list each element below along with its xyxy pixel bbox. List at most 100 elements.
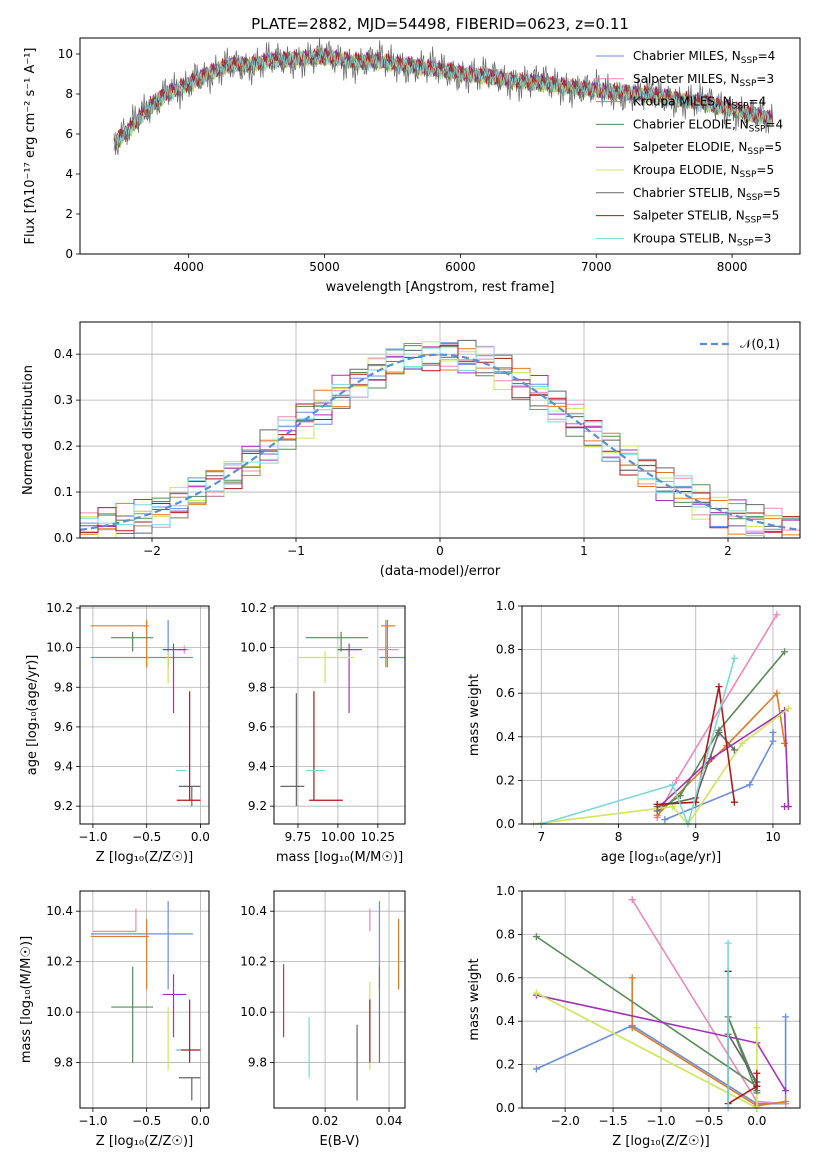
weight-vs-age-marker-0-3 bbox=[769, 728, 777, 736]
weight-vs-age-xtick-label-1: 8 bbox=[615, 830, 623, 844]
weight-vs-Z-ytick-label-5: 1.0 bbox=[496, 884, 515, 898]
weight-vs-Z-series-2 bbox=[631, 977, 786, 1107]
spectrum-legend-eq-4: =5 bbox=[764, 140, 782, 154]
age-vs-Z-ytick-label-0: 9.2 bbox=[54, 799, 73, 813]
spectrum-series-7 bbox=[113, 48, 773, 147]
weight-vs-Z-marker-0-4 bbox=[782, 1013, 790, 1021]
age-vs-Z-xlabel: Z [log₁₀(Z/Z☉)] bbox=[96, 850, 193, 865]
spectrum-legend-sub-1: SSP bbox=[740, 79, 757, 89]
age-vs-Z-ytick-label-3: 9.8 bbox=[54, 680, 73, 694]
weight-vs-Z-marker-1-0 bbox=[628, 896, 636, 904]
weight-vs-Z-marker-7-3 bbox=[753, 1069, 761, 1077]
age-vs-mass-axes: 9.75 10.00 10.25 9.2 9.4 9.6 9.8 10.0 10.2 mass [… bbox=[240, 601, 405, 865]
weight-vs-age-series-7 bbox=[657, 686, 736, 806]
mass-vs-EBV-frame bbox=[273, 890, 406, 1109]
mass-vs-Z-point-6 bbox=[178, 1077, 201, 1101]
age-vs-mass-xtick-label-0: 9.75 bbox=[285, 830, 312, 844]
residuals-xtick-label-0: −2 bbox=[143, 544, 161, 558]
spectrum-legend-eq-1: =3 bbox=[756, 72, 774, 86]
age-vs-mass-ytick-label-5: 10.2 bbox=[240, 601, 267, 615]
spectrum-legend-eq-3: =4 bbox=[765, 117, 783, 131]
mass-vs-EBV-xlabel: E(B-V) bbox=[319, 1134, 359, 1149]
weight-vs-Z-marker-0-0 bbox=[532, 1065, 540, 1073]
weight-vs-age-ytick-label-1: 0.2 bbox=[496, 773, 515, 787]
weight-vs-age-marker-2-2 bbox=[773, 689, 781, 697]
spectrum-legend-sub-5: SSP bbox=[740, 170, 757, 180]
age-vs-Z-point-3 bbox=[111, 631, 154, 652]
spectrum-legend-eq-8: =3 bbox=[754, 231, 772, 245]
spectrum-legend-sub-2: SSP bbox=[732, 102, 749, 112]
spectrum-legend-label-8: Kroupa STELIB, NSSP=3 bbox=[633, 231, 771, 248]
residuals-legend-label: 𝒩(0,1) bbox=[740, 337, 780, 351]
spectrum-legend-sub-8: SSP bbox=[737, 238, 754, 248]
weight-vs-age-marker-7-0 bbox=[653, 800, 661, 808]
weight-vs-Z-frame bbox=[521, 890, 801, 1109]
spectrum-xtick-label-1: 5000 bbox=[309, 260, 340, 274]
spectrum-ytick-label-0: 0 bbox=[65, 247, 73, 261]
mass-vs-Z-point-3 bbox=[111, 966, 154, 1063]
mass-vs-EBV-xtick-label-0: 0.02 bbox=[312, 1114, 339, 1128]
spectrum-ytick-label-3: 6 bbox=[65, 127, 73, 141]
age-vs-Z-point-4 bbox=[162, 643, 187, 714]
weight-vs-Z-marker-2-0 bbox=[628, 974, 636, 982]
spectrum-legend-eq-0: =4 bbox=[758, 49, 776, 63]
mass-vs-Z-ytick-label-3: 10.4 bbox=[46, 904, 73, 918]
age-vs-Z-xtick-label-2: 0.0 bbox=[191, 830, 210, 844]
weight-vs-Z-ytick-label-0: 0.0 bbox=[496, 1101, 515, 1115]
weight-vs-Z-marker-2-1 bbox=[628, 1024, 636, 1032]
age-vs-Z-ytick-label-4: 10.0 bbox=[46, 641, 73, 655]
spectrum-ytick-label-2: 4 bbox=[65, 167, 73, 181]
spectrum-xtick-label-4: 8000 bbox=[717, 260, 748, 274]
spectrum-legend-eq-6: =5 bbox=[763, 186, 781, 200]
weight-vs-age-marker-4-4 bbox=[781, 803, 789, 811]
age-vs-Z-axes: −1.0 −0.5 0.0 9.2 9.4 9.6 9.8 10.0 10.2 Z [log₁₀(… bbox=[25, 601, 210, 865]
age-vs-Z-xtick-label-0: −1.0 bbox=[78, 830, 107, 844]
weight-vs-Z-series-3 bbox=[535, 935, 759, 1094]
spectrum-legend-label-3: Chabrier ELODIE, NSSP=4 bbox=[633, 117, 783, 134]
spectrum-legend-label-6: Chabrier STELIB, NSSP=5 bbox=[633, 186, 781, 203]
residuals-ytick-label-2: 0.2 bbox=[54, 439, 73, 453]
mass-vs-Z-axes: −1.0 −0.5 0.0 9.8 10.0 10.2 10.4 Z [log₁₀(Z/Z☉)… bbox=[19, 891, 210, 1149]
age-vs-Z-ytick-label-1: 9.4 bbox=[54, 760, 73, 774]
spectrum-legend-label-4: Salpeter ELODIE, NSSP=5 bbox=[633, 140, 782, 157]
age-vs-mass-ytick-label-2: 9.6 bbox=[248, 720, 267, 734]
weight-vs-Z-ytick-label-1: 0.2 bbox=[496, 1058, 515, 1072]
spectrum-axes: 4000 5000 6000 7000 8000 0 2 4 6 8 10 wavelength [A… bbox=[23, 47, 747, 295]
age-vs-mass-point-2 bbox=[381, 619, 396, 668]
age-vs-Z-ytick-label-5: 10.2 bbox=[46, 601, 73, 615]
spectrum-xtick-label-0: 4000 bbox=[173, 260, 204, 274]
weight-vs-age-ytick-label-3: 0.6 bbox=[496, 686, 515, 700]
mass-vs-EBV-ytick-label-0: 9.8 bbox=[248, 1056, 267, 1070]
weight-vs-age-ytick-label-2: 0.4 bbox=[496, 730, 515, 744]
spectrum-xlabel: wavelength [Angstrom, rest frame] bbox=[326, 280, 555, 295]
spectrum-ytick-label-5: 10 bbox=[58, 47, 73, 61]
spectrum-legend-sub-6: SSP bbox=[746, 193, 763, 203]
weight-vs-age-xlabel: age [log₁₀(age/yr)] bbox=[601, 850, 722, 865]
spectrum-ytick-label-1: 2 bbox=[65, 207, 73, 221]
spectrum-legend-sub-3: SSP bbox=[749, 124, 766, 134]
residuals-ytick-label-0: 0.0 bbox=[54, 531, 73, 545]
spectrum-ylabel: Flux [fλ10⁻¹⁷ erg cm⁻² s⁻¹ A⁻¹] bbox=[23, 48, 38, 245]
age-vs-mass-xtick-label-1: 10.00 bbox=[321, 830, 355, 844]
weight-vs-age-marker-3-3 bbox=[781, 648, 789, 656]
spectrum-xtick-label-2: 6000 bbox=[445, 260, 476, 274]
weight-vs-Z-marker-7-2 bbox=[753, 1082, 761, 1090]
weight-vs-Z-ytick-label-3: 0.6 bbox=[496, 971, 515, 985]
age-vs-mass-point-5 bbox=[297, 651, 354, 684]
residuals-xtick-label-2: 0 bbox=[436, 544, 444, 558]
mass-vs-Z-xtick-label-0: −1.0 bbox=[78, 1114, 107, 1128]
residuals-normal-curve bbox=[79, 353, 801, 531]
spectrum-legend-label-1: Salpeter MILES, NSSP=3 bbox=[633, 72, 774, 89]
mass-vs-Z-point-4 bbox=[162, 974, 187, 1038]
mass-vs-Z-frame bbox=[79, 890, 210, 1109]
mass-vs-Z-xlabel: Z [log₁₀(Z/Z☉)] bbox=[96, 1134, 193, 1149]
spectrum-legend-sub-4: SSP bbox=[747, 147, 764, 157]
residuals-xlabel: (data-model)/error bbox=[380, 564, 501, 579]
weight-vs-Z-ylabel: mass weight bbox=[467, 958, 482, 1040]
weight-vs-Z-marker-8-0 bbox=[724, 939, 732, 947]
weight-vs-age-ylabel: mass weight bbox=[467, 674, 482, 756]
weight-vs-age-marker-0-2 bbox=[769, 737, 777, 745]
spectrum-legend-sub-7: SSP bbox=[745, 216, 762, 226]
mass-vs-EBV-xtick-label-1: 0.04 bbox=[376, 1114, 403, 1128]
age-vs-mass-ytick-label-0: 9.2 bbox=[248, 799, 267, 813]
